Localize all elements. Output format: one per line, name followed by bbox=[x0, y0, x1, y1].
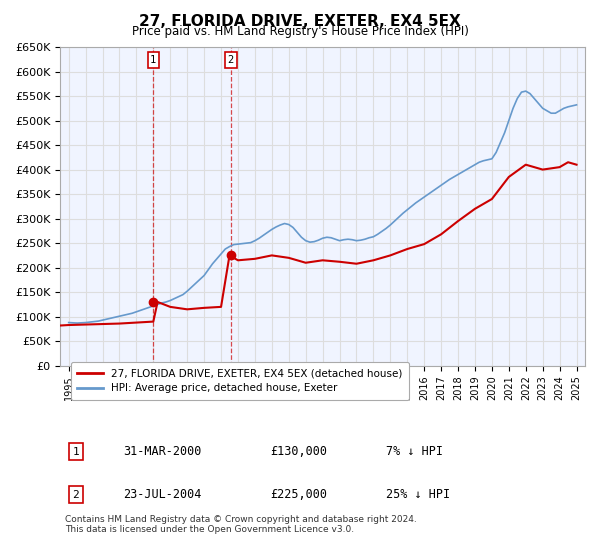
Text: 1: 1 bbox=[150, 55, 157, 65]
Text: Price paid vs. HM Land Registry's House Price Index (HPI): Price paid vs. HM Land Registry's House … bbox=[131, 25, 469, 38]
Text: Contains HM Land Registry data © Crown copyright and database right 2024.
This d: Contains HM Land Registry data © Crown c… bbox=[65, 515, 417, 534]
Text: 1: 1 bbox=[73, 447, 79, 457]
Text: 7% ↓ HPI: 7% ↓ HPI bbox=[386, 445, 443, 458]
Text: 2: 2 bbox=[228, 55, 234, 65]
Legend: 27, FLORIDA DRIVE, EXETER, EX4 5EX (detached house), HPI: Average price, detache: 27, FLORIDA DRIVE, EXETER, EX4 5EX (deta… bbox=[71, 362, 409, 400]
Text: 25% ↓ HPI: 25% ↓ HPI bbox=[386, 488, 450, 501]
Text: 27, FLORIDA DRIVE, EXETER, EX4 5EX: 27, FLORIDA DRIVE, EXETER, EX4 5EX bbox=[139, 14, 461, 29]
Text: 31-MAR-2000: 31-MAR-2000 bbox=[123, 445, 202, 458]
Text: 23-JUL-2004: 23-JUL-2004 bbox=[123, 488, 202, 501]
Text: £130,000: £130,000 bbox=[270, 445, 327, 458]
Text: £225,000: £225,000 bbox=[270, 488, 327, 501]
Text: 2: 2 bbox=[73, 490, 79, 500]
